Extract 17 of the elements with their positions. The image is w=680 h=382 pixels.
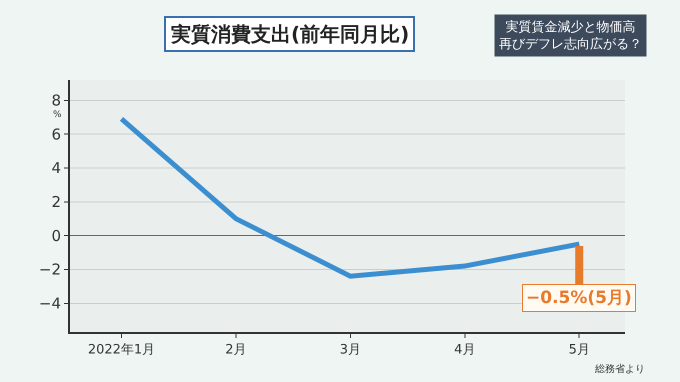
x-tick-label: 4月 <box>454 342 476 358</box>
y-axis-title: % <box>53 110 62 120</box>
chart-title: 実質消費支出(前年同月比) <box>170 22 410 46</box>
y-tick-label: 8 <box>51 92 61 110</box>
annotation: −0.5%(5月) <box>526 288 632 308</box>
y-tick-label: 2 <box>51 193 61 212</box>
x-tick-label: 5月 <box>568 342 590 358</box>
y-tick-label: −4 <box>38 294 61 312</box>
y-tick-label: −2 <box>38 260 61 279</box>
y-tick-label: 4 <box>51 159 61 178</box>
chart-subtitle: 実質賃金減少と物価高再びデフレ志向広がる？ <box>499 19 642 52</box>
x-tick-label: 3月 <box>340 342 361 358</box>
y-tick-label: 6 <box>51 125 61 144</box>
x-tick-label: 2022年1月 <box>88 342 156 358</box>
text: 総務省より <box>594 363 645 375</box>
y-tick-label: 0 <box>51 226 61 245</box>
x-tick-label: 2月 <box>225 342 247 358</box>
